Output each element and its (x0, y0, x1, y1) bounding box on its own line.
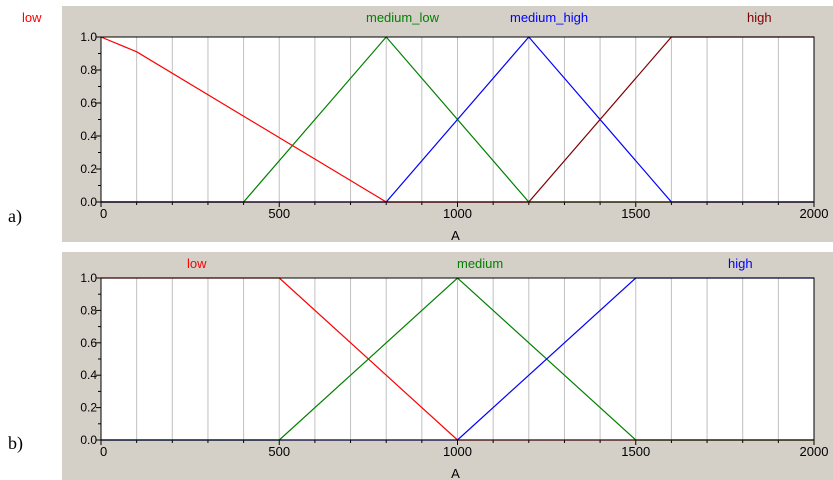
legend-label-high: high (728, 256, 753, 271)
x-tick-label: 0 (100, 444, 107, 459)
legend-label-medium_low: medium_low (366, 10, 440, 25)
x-tick-label: 2000 (800, 206, 829, 221)
y-tick-label: 0.6 (80, 96, 97, 110)
panel-b-label: b) (8, 433, 23, 453)
x-tick-label: 1500 (621, 444, 650, 459)
y-tick-label: 0.0 (80, 195, 97, 209)
panel-a-label: a) (8, 206, 22, 226)
x-tick-label: 1000 (443, 206, 472, 221)
x-tick-label: 1000 (443, 444, 472, 459)
y-tick-label: 0.2 (80, 401, 97, 415)
x-tick-label: 500 (268, 206, 290, 221)
x-axis-label: A (451, 466, 460, 480)
legend-label-low: low (22, 10, 42, 25)
y-tick-label: 0.0 (80, 433, 97, 447)
x-tick-label: 2000 (800, 444, 829, 459)
x-tick-label: 500 (268, 444, 290, 459)
y-tick-label: 0.4 (80, 129, 97, 143)
y-tick-label: 0.2 (80, 162, 97, 176)
y-tick-label: 1.0 (80, 271, 97, 285)
y-tick-label: 0.4 (80, 368, 97, 382)
legend-label-medium: medium (457, 256, 503, 271)
y-tick-label: 1.0 (80, 30, 97, 44)
legend-label-low: low (187, 256, 207, 271)
y-tick-label: 0.8 (80, 303, 97, 317)
legend-label-high: high (747, 10, 772, 25)
x-tick-label: 0 (100, 206, 107, 221)
y-tick-label: 0.6 (80, 336, 97, 350)
x-axis-label: A (451, 228, 460, 243)
y-tick-label: 0.8 (80, 63, 97, 77)
legend-label-medium_high: medium_high (510, 10, 588, 25)
plot-border (100, 277, 815, 441)
plot-border (100, 36, 815, 203)
x-tick-label: 1500 (621, 206, 650, 221)
